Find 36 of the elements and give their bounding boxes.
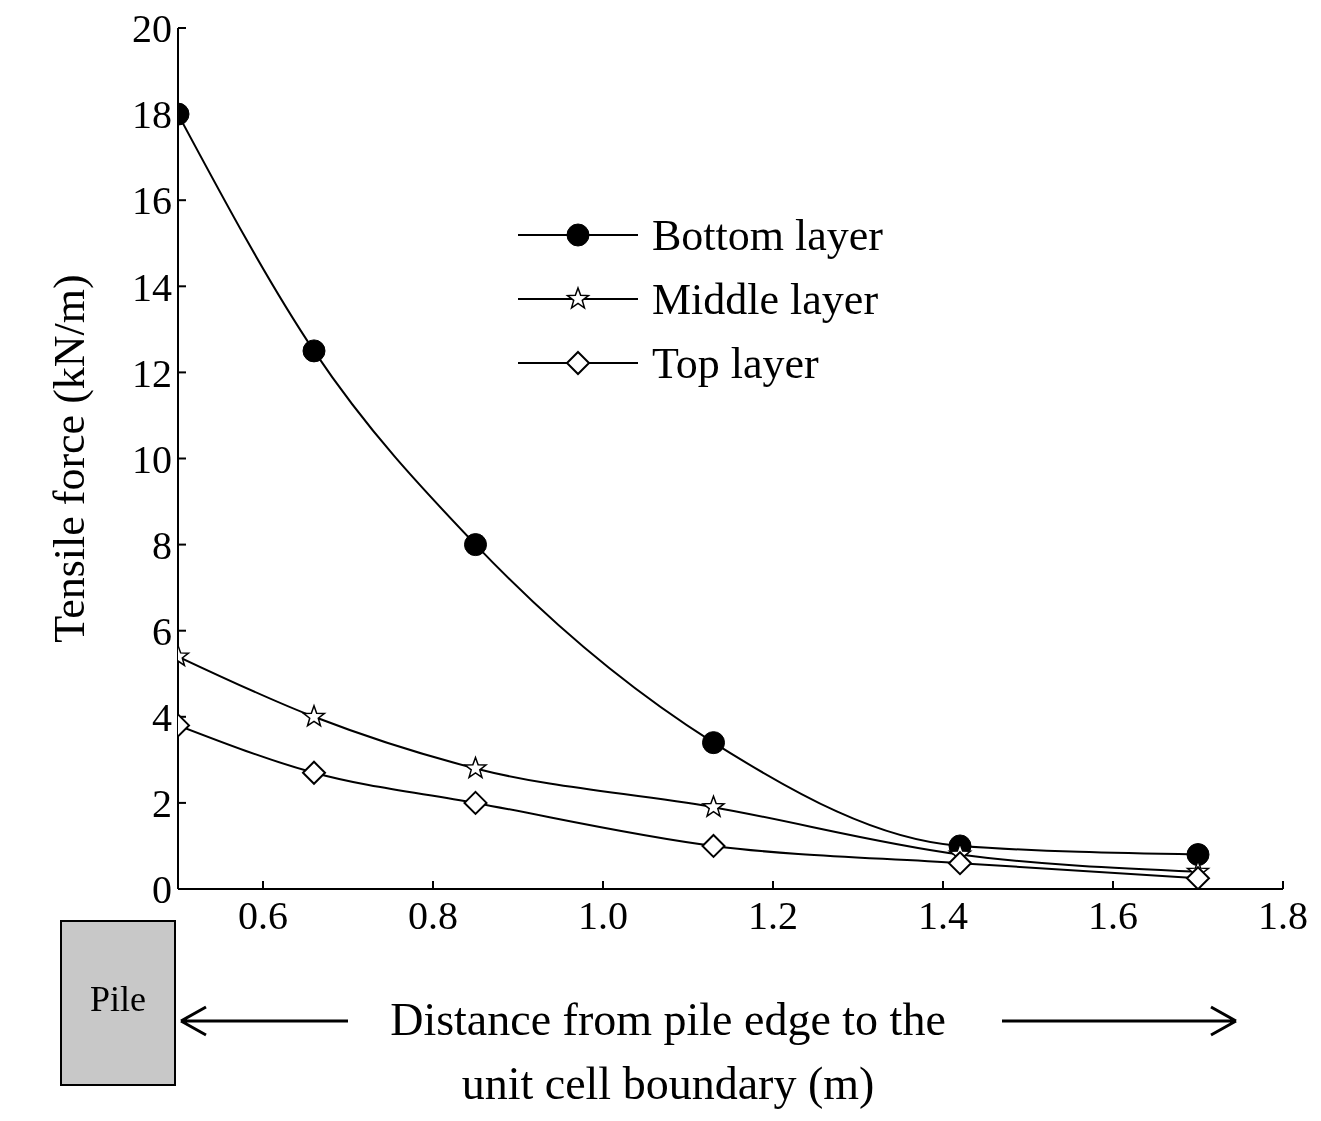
- y-tick-label: 16: [132, 178, 172, 224]
- x-tick-label: 1.2: [748, 893, 798, 939]
- y-tick-label: 10: [132, 436, 172, 482]
- x-tick-label: 1.0: [578, 893, 628, 939]
- point: [701, 833, 726, 858]
- x-tick-label: 1.6: [1088, 893, 1138, 939]
- x-tick-label: 0.6: [238, 893, 288, 939]
- point: [464, 756, 487, 779]
- point: [302, 705, 326, 727]
- y-tick-label: 4: [152, 695, 172, 740]
- y-tick-label: 12: [132, 350, 172, 396]
- y-axis-title: Tensile force (kN/m): [44, 274, 94, 643]
- x-axis-title: Distance from pile edge to the unit cell boundary (m): [389, 993, 947, 1111]
- x-tick-label: 1.4: [918, 893, 968, 939]
- point: [1186, 866, 1210, 889]
- legend-label: Top layer: [652, 337, 819, 389]
- point: [702, 731, 725, 755]
- point: [302, 760, 326, 785]
- point: [1186, 843, 1210, 867]
- y-tick-label: 8: [152, 522, 172, 568]
- y-tick-label: 20: [132, 6, 172, 52]
- point: [302, 339, 326, 363]
- point: [464, 533, 487, 557]
- legend-label: Bottom layer: [652, 209, 883, 261]
- y-tick-label: 6: [152, 608, 172, 654]
- y-tick-label: 2: [152, 781, 172, 827]
- y-tick-label: 18: [132, 92, 172, 138]
- point: [463, 790, 488, 815]
- point: [948, 851, 972, 876]
- y-tick-label: 0: [152, 867, 172, 913]
- point: [702, 795, 725, 817]
- x-tick-label: 0.8: [408, 893, 458, 939]
- text: Pile: [89, 978, 147, 1020]
- legend-label: Middle layer: [652, 273, 879, 325]
- y-tick-label: 14: [132, 264, 172, 310]
- x-tick-label: 1.8: [1258, 893, 1308, 939]
